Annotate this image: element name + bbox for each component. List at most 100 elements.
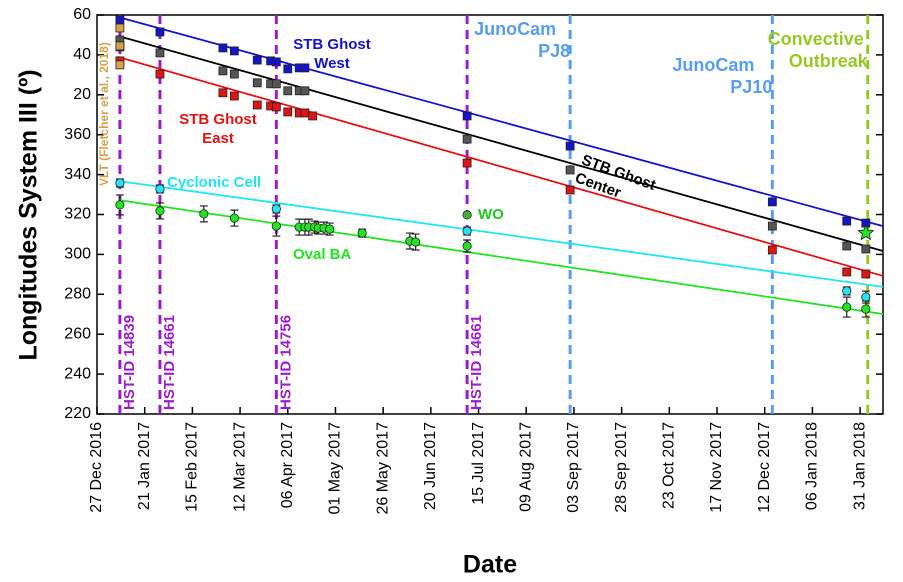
marker [861,304,871,314]
marker [462,210,472,220]
x-tick-label: 01 May 2017 [327,422,344,515]
marker [565,141,575,151]
marker [767,245,777,255]
event-label: JunoCam [474,19,556,39]
marker [462,241,472,251]
marker [229,46,239,56]
marker [842,286,852,296]
fit-line [117,35,884,252]
marker [308,111,317,121]
marker [115,41,125,51]
marker [861,244,871,254]
y-tick-label: 280 [64,286,91,303]
y-axis-label: Longitudes System III (º) [15,69,43,360]
fit-line [117,180,884,288]
y-tick-label: 360 [64,126,91,143]
x-axis-label: Date [463,551,517,579]
marker [842,302,852,312]
marker [252,100,262,110]
marker [115,178,125,188]
marker [271,102,281,112]
marker [767,221,777,231]
y-tick-label: 220 [64,405,91,422]
marker [115,15,125,25]
event-label: HST-ID 14661 [468,315,485,410]
marker [252,78,262,88]
x-tick-label: 09 Aug 2017 [517,422,534,512]
x-tick-label: 27 Dec 2016 [88,422,105,513]
marker [842,241,852,251]
event-label: PJ10 [730,77,772,97]
event-label: Convective [768,29,864,49]
marker [155,184,165,194]
x-tick-label: 03 Sep 2017 [565,422,582,513]
marker [115,200,125,210]
event-label: PJ8 [538,41,570,61]
marker [462,158,472,168]
x-tick-label: 28 Sep 2017 [613,422,630,513]
x-tick-label: 31 Jan 2018 [851,422,868,510]
marker [861,269,871,279]
series-label: West [314,55,350,72]
y-tick-label: 60 [73,6,91,23]
marker [410,237,421,247]
x-tick-label: 20 Jun 2017 [422,422,439,510]
y-tick-label: 40 [73,46,91,63]
marker [229,69,239,79]
marker [218,88,228,98]
event-label: HST-ID 14756 [277,315,294,410]
marker [325,224,335,234]
marker [252,55,262,65]
y-tick-label: 300 [64,246,91,263]
marker [155,206,165,216]
marker [271,57,281,67]
x-tick-label: 15 Jul 2017 [470,422,487,505]
marker [300,63,310,73]
x-tick-label: 17 Nov 2017 [708,422,725,513]
marker [357,228,367,238]
marker [300,86,310,96]
marker [300,108,310,118]
fit-line [117,56,884,277]
marker [462,111,472,121]
marker [229,91,239,101]
series-label: STB Ghost [179,111,257,128]
marker [155,69,165,79]
marker [218,66,228,76]
marker [462,226,472,236]
marker [283,86,293,96]
marker [842,216,852,226]
marker [462,134,472,144]
marker [115,60,125,70]
marker [115,23,125,33]
fit-line [117,199,884,315]
marker [283,107,293,117]
marker [565,165,575,175]
x-tick-label: 23 Oct 2017 [661,422,678,509]
event-label: HST-ID 14661 [161,315,178,410]
y-tick-label: 240 [64,365,91,382]
x-tick-label: 26 May 2017 [374,422,391,515]
marker [155,48,165,58]
y-tick-label: 340 [64,166,91,183]
marker [271,221,281,231]
x-tick-label: 12 Mar 2017 [231,422,248,512]
series-label: VLT (Fletcher et al., 2018) [97,42,111,186]
marker [861,292,871,302]
series-label: East [202,130,234,147]
marker [218,43,228,53]
series-label: Cyclonic Cell [167,174,261,191]
y-tick-label: 260 [64,325,91,342]
marker [155,27,165,37]
y-tick-label: 20 [73,86,91,103]
x-tick-label: 06 Jan 2018 [804,422,821,510]
event-label: Outbreak [789,51,869,71]
x-tick-label: 12 Dec 2017 [756,422,773,513]
marker [271,79,281,89]
series-label: WO [478,206,504,223]
event-label: HST-ID 14839 [121,315,138,410]
series-label: Oval BA [293,246,352,263]
marker [283,64,293,74]
